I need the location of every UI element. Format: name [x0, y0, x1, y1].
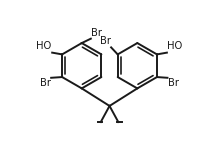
- Text: Br: Br: [99, 37, 111, 46]
- Text: Br: Br: [91, 28, 102, 38]
- Text: HO: HO: [36, 41, 52, 51]
- Text: Br: Br: [40, 78, 51, 88]
- Text: Br: Br: [168, 78, 179, 88]
- Text: HO: HO: [167, 41, 183, 51]
